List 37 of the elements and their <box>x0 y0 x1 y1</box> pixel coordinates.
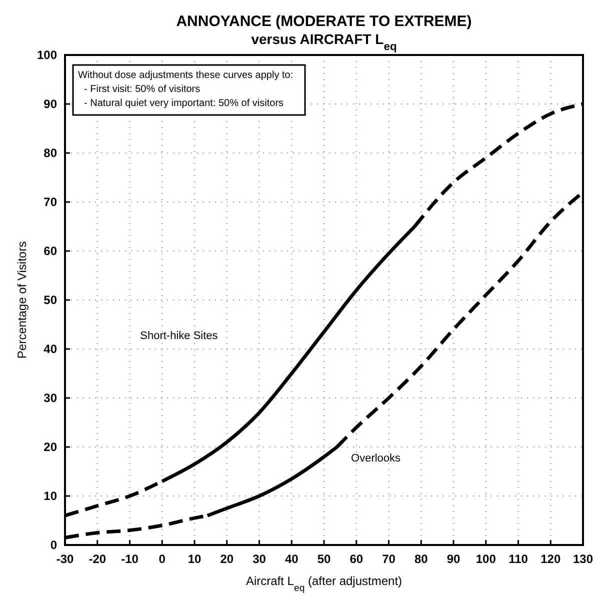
x-tick-label: -20 <box>88 552 106 566</box>
y-tick-label: 0 <box>50 538 58 552</box>
x-tick-label: 70 <box>382 552 396 566</box>
y-tick-label: 50 <box>44 293 58 308</box>
y-tick-label: 20 <box>44 440 58 454</box>
x-tick-label: 110 <box>508 552 528 566</box>
x-tick-label: 40 <box>284 552 299 566</box>
x-tick-label: 60 <box>350 552 364 566</box>
chart-title: ANNOYANCE (MODERATE TO EXTREME) <box>176 13 472 30</box>
annotation: - First visit: 50% of visitors <box>84 84 200 95</box>
y-tick-label: 60 <box>44 244 58 258</box>
x-tick-label: 20 <box>220 552 234 566</box>
y-axis-title: Percentage of Visitors <box>15 241 29 359</box>
x-tick-label: 80 <box>414 552 428 566</box>
chart-subtitle: versus AIRCRAFT L$_{eq}$ <box>251 31 397 53</box>
annotation: Short-hike Sites <box>140 330 218 342</box>
x-tick-label: 30 <box>252 552 266 566</box>
y-tick-label: 40 <box>44 342 58 356</box>
y-tick-label: 80 <box>44 146 58 160</box>
annotation: - Natural quiet very important: 50% of visitors <box>84 98 284 109</box>
x-tick-label: 0 <box>158 552 166 566</box>
annotation: Without dose adjustments these curves apply to: <box>78 70 294 81</box>
x-tick-label: 10 <box>188 552 202 566</box>
x-tick-label: 90 <box>446 552 460 566</box>
x-tick-label: -10 <box>121 552 139 566</box>
y-tick-label: 100 <box>36 48 58 62</box>
y-tick-label: 30 <box>44 391 58 406</box>
x-tick-label: 100 <box>476 552 496 566</box>
x-tick-label: 50 <box>317 552 331 566</box>
x-tick-label: 130 <box>572 552 594 566</box>
y-tick-label: 70 <box>44 195 58 210</box>
annotation: Overlooks <box>351 452 402 465</box>
y-tick-label: 10 <box>44 489 58 504</box>
x-tick-label: -30 <box>56 552 74 566</box>
x-tick-label: 120 <box>540 552 561 566</box>
x-axis-title: Aircraft L$_{eq}$ (after adjustment) <box>246 574 402 594</box>
y-tick-label: 90 <box>44 97 58 112</box>
